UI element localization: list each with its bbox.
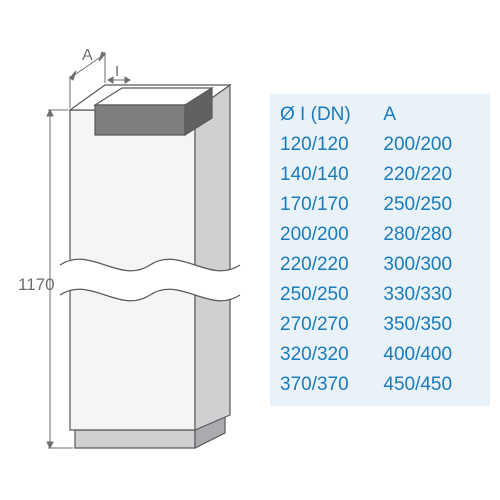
- table-row: 200/200280/280: [278, 220, 482, 250]
- cell-dn: 120/120: [278, 130, 381, 160]
- cell-dn: 220/220: [278, 250, 381, 280]
- technical-diagram: A I 1170: [0, 0, 260, 500]
- table-row: 250/250330/330: [278, 280, 482, 310]
- cell-a: 280/280: [381, 220, 482, 250]
- cell-dn: 270/270: [278, 310, 381, 340]
- column-drawing: A I 1170: [0, 0, 260, 500]
- dim-label-a: A: [82, 47, 93, 64]
- table-row: 320/320400/400: [278, 340, 482, 370]
- table-row: 220/220300/300: [278, 250, 482, 280]
- table-row: 120/120200/200: [278, 130, 482, 160]
- cell-a: 350/350: [381, 310, 482, 340]
- cell-a: 220/220: [381, 160, 482, 190]
- cell-a: 400/400: [381, 340, 482, 370]
- cell-dn: 170/170: [278, 190, 381, 220]
- table-header-a: A: [381, 100, 482, 130]
- cell-dn: 250/250: [278, 280, 381, 310]
- cell-a: 330/330: [381, 280, 482, 310]
- cell-dn: 320/320: [278, 340, 381, 370]
- table-row: 170/170250/250: [278, 190, 482, 220]
- cell-dn: 370/370: [278, 370, 381, 400]
- table-row: 270/270350/350: [278, 310, 482, 340]
- cell-dn: 140/140: [278, 160, 381, 190]
- table-header-dn: Ø I (DN): [278, 100, 381, 130]
- table-row: 370/370450/450: [278, 370, 482, 400]
- cell-a: 200/200: [381, 130, 482, 160]
- cell-dn: 200/200: [278, 220, 381, 250]
- dim-label-height: 1170: [18, 275, 55, 294]
- dimension-table: Ø I (DN) A 120/120200/200140/140220/2201…: [270, 94, 490, 406]
- cell-a: 300/300: [381, 250, 482, 280]
- cell-a: 250/250: [381, 190, 482, 220]
- cell-a: 450/450: [381, 370, 482, 400]
- dim-label-i: I: [115, 63, 119, 80]
- table-row: 140/140220/220: [278, 160, 482, 190]
